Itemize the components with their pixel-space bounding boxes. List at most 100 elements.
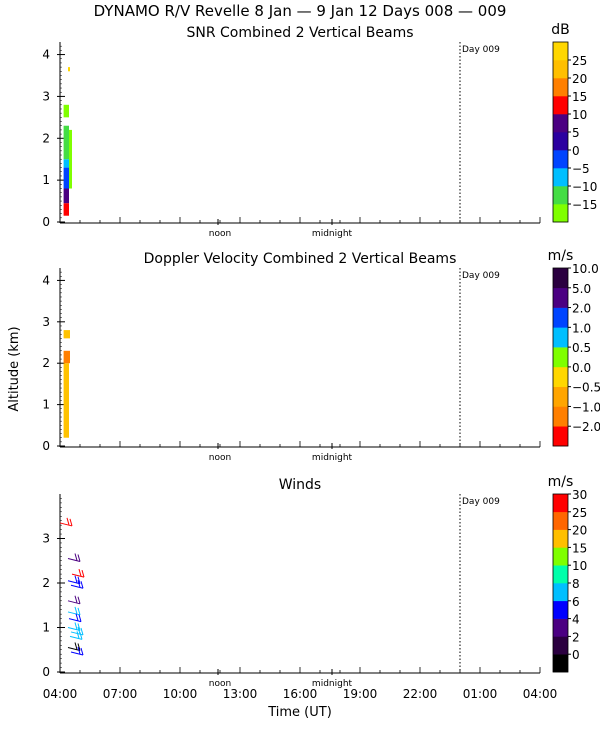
wind-barb-flag — [80, 647, 84, 656]
wind-barb — [71, 568, 85, 578]
colorbar-segment — [553, 511, 568, 530]
wind-barb — [59, 517, 73, 527]
panel-title: Winds — [279, 477, 321, 493]
colorbar-label: −5 — [572, 162, 590, 176]
colorbar-segment — [553, 494, 568, 513]
y-tick-label: 2 — [42, 356, 50, 370]
panel-1: SNR Combined 2 Vertical Beams 0 1 2 3 4 noon mi… — [42, 22, 597, 239]
wind-barb-shaft — [70, 584, 84, 589]
y-tick-label: 3 — [42, 89, 50, 103]
wind-barb — [67, 642, 81, 652]
colorbar-label: 10 — [572, 559, 587, 573]
panel-title: Doppler Velocity Combined 2 Vertical Bea… — [144, 251, 457, 267]
colorbar-label: 2 — [572, 630, 580, 644]
heatmap-cell — [68, 67, 70, 72]
wind-barb-flag — [81, 569, 85, 578]
colorbar-label: 15 — [572, 541, 587, 555]
colorbar-segment — [553, 406, 568, 427]
wind-barb-flag — [77, 576, 81, 584]
colorbar-segment — [553, 618, 568, 637]
wind-barb-flag — [74, 553, 78, 561]
wind-barb-flag — [74, 642, 78, 650]
colorbar-label: 10 — [572, 108, 587, 122]
colorbar-segment — [553, 366, 568, 387]
colorbar-segment — [553, 529, 568, 548]
colorbar-segment — [553, 96, 568, 115]
colorbar-segment — [553, 60, 568, 79]
colorbar-label: −15 — [572, 198, 597, 212]
wind-barb-shaft — [67, 580, 81, 585]
heatmap-cell — [63, 167, 69, 189]
panel-2: Doppler Velocity Combined 2 Vertical Bea… — [42, 248, 600, 463]
wind-barb-shaft — [67, 627, 81, 631]
heatmap-cell — [63, 203, 69, 216]
x-tick-label: 22:00 — [403, 687, 438, 701]
colorbar-segment — [553, 600, 568, 619]
y-tick-label: 0 — [42, 439, 50, 453]
noon-label: noon — [209, 679, 231, 689]
wind-barb-flag — [78, 614, 82, 622]
x-tick-label: 16:00 — [283, 687, 318, 701]
colorbar-unit: m/s — [548, 248, 574, 264]
colorbar-segment — [553, 426, 568, 447]
colorbar-segment — [553, 654, 568, 673]
wind-barb-flag — [80, 581, 84, 589]
wind-barb-flag — [66, 517, 70, 526]
colorbar-unit: dB — [551, 22, 570, 38]
midnight-label: midnight — [312, 679, 353, 689]
y-tick-label: 4 — [42, 48, 50, 62]
colorbar-label: 20 — [572, 72, 587, 86]
x-tick-label: 04:00 — [523, 687, 558, 701]
colorbar-label: 2.0 — [572, 302, 591, 316]
colorbar-segment — [553, 268, 568, 289]
wind-barb-flag — [77, 623, 81, 631]
colorbar-segment — [553, 204, 568, 223]
colorbar-label: 0 — [572, 144, 580, 158]
wind-barb-shaft — [59, 522, 73, 527]
colorbar-label: 6 — [572, 595, 580, 609]
wind-barb-shaft — [70, 651, 84, 656]
colorbar-segment — [553, 186, 568, 205]
x-tick-label: 07:00 — [103, 687, 138, 701]
wind-barb-flag — [74, 575, 78, 583]
wind-barb-shaft — [71, 573, 85, 578]
colorbar-label: 5.0 — [572, 282, 591, 296]
wind-barb-flag — [74, 622, 78, 630]
wind-barb — [67, 606, 81, 616]
wind-barb-flag — [79, 632, 83, 640]
colorbar-segment — [553, 565, 568, 584]
colorbar-label: 20 — [572, 524, 587, 538]
heatmap-cell — [63, 330, 70, 339]
colorbar-segment — [553, 583, 568, 602]
colorbar-label: 0 — [572, 648, 580, 662]
wind-barb-flag — [74, 595, 78, 603]
y-tick-label: 2 — [42, 576, 50, 590]
wind-barb — [67, 553, 81, 563]
wind-barb — [70, 646, 84, 656]
wind-barb — [67, 595, 81, 605]
y-tick-label: 4 — [42, 273, 50, 287]
wind-barb-shaft — [68, 618, 82, 623]
heatmap-cell — [69, 129, 72, 189]
x-tick-label: 13:00 — [223, 687, 258, 701]
wind-barb-flag — [77, 643, 81, 651]
wind-barb-flag — [76, 631, 80, 639]
main-title: DYNAMO R/V Revelle 8 Jan — 9 Jan 12 Days… — [94, 2, 507, 20]
y-axis-label: Altitude (km) — [7, 326, 22, 411]
colorbar-label: 0.5 — [572, 341, 591, 355]
wind-barb-shaft — [67, 647, 81, 652]
colorbar-label: 15 — [572, 90, 587, 104]
x-tick-label: 10:00 — [163, 687, 198, 701]
wind-barb-flag — [77, 596, 81, 604]
wind-barb — [68, 613, 82, 623]
wind-barb-flag — [77, 607, 81, 616]
colorbar-segment — [553, 168, 568, 187]
colorbar-label: 4 — [572, 613, 580, 627]
y-tick-label: 1 — [42, 621, 50, 635]
day-marker-label: Day 009 — [462, 497, 500, 507]
colorbar-label: 30 — [572, 488, 587, 502]
heatmap-cell — [63, 125, 69, 160]
heatmap-cell — [63, 159, 69, 168]
wind-barb — [67, 575, 81, 585]
